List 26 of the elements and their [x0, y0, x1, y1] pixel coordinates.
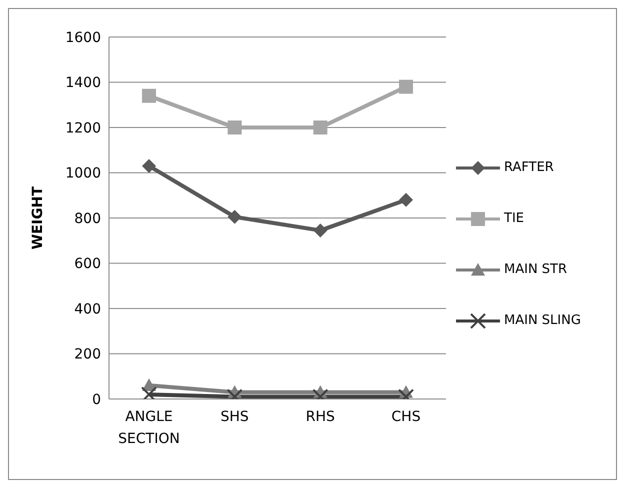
y-axis-title: WEIGHT	[30, 186, 46, 250]
x-tick-label: CHS	[391, 409, 421, 425]
y-tick-label: 1400	[65, 75, 101, 92]
x-tick-label: RHS	[306, 409, 336, 425]
y-tick-label: 1200	[65, 120, 101, 136]
y-tick-label: 1000	[65, 166, 101, 182]
point	[228, 120, 242, 134]
legend-label: MAIN STR	[504, 262, 568, 277]
y-tick-label: 1600	[65, 30, 101, 46]
y-tick-label: 200	[74, 346, 101, 363]
point	[313, 120, 328, 134]
y-tick-label: 0	[92, 392, 101, 408]
y-tick-label: 600	[74, 256, 101, 272]
point	[399, 80, 413, 94]
point	[313, 223, 328, 238]
y-tick-label: 800	[74, 210, 101, 227]
x-tick-label: ANGLE SECTION	[118, 409, 180, 447]
y-tick-label: 400	[74, 301, 101, 318]
point	[228, 210, 242, 224]
legend-label: TIE	[504, 211, 524, 226]
point	[399, 192, 413, 207]
x-tick-label: SHS	[220, 409, 249, 425]
legend-label: MAIN SLING	[504, 313, 581, 328]
point	[142, 88, 156, 103]
point	[142, 158, 156, 173]
legend-label: RAFTER	[504, 160, 554, 175]
